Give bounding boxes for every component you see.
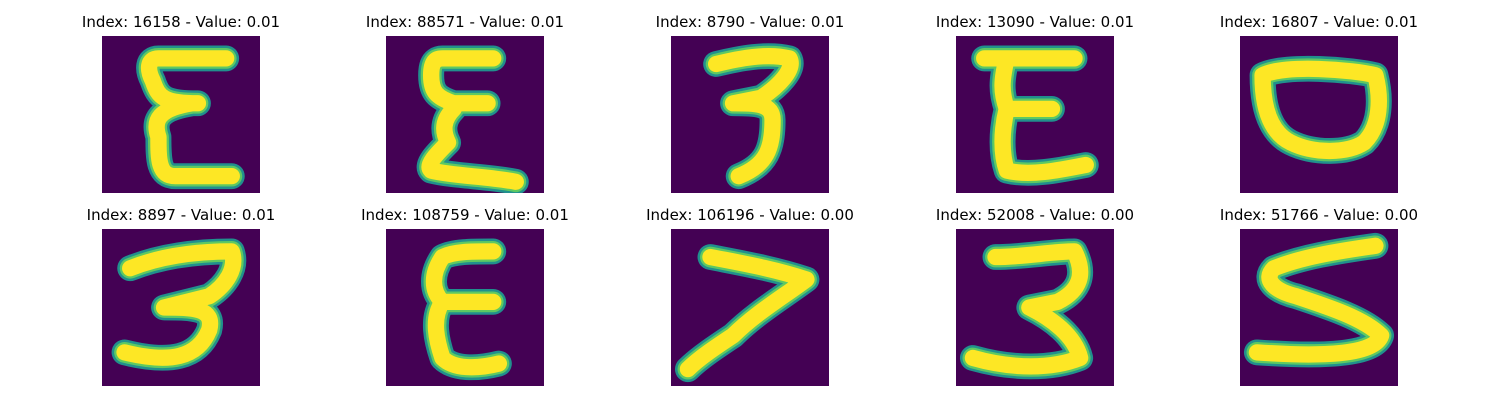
digit-image xyxy=(671,36,829,193)
panel-title: Index: 108759 - Value: 0.01 xyxy=(345,207,585,223)
glyph-e-3 xyxy=(956,36,1114,193)
panel-title: Index: 16807 - Value: 0.01 xyxy=(1199,14,1439,30)
panel-title: Index: 51766 - Value: 0.00 xyxy=(1199,207,1439,223)
panel-8: Index: 106196 - Value: 0.00 xyxy=(630,207,870,392)
panel-6: Index: 8897 - Value: 0.01 xyxy=(61,207,301,392)
glyph-o xyxy=(1240,36,1398,193)
digit-image xyxy=(102,36,260,193)
glyph-5 xyxy=(1240,229,1398,386)
digit-image xyxy=(956,36,1114,193)
panel-title: Index: 13090 - Value: 0.01 xyxy=(915,14,1155,30)
panel-9: Index: 52008 - Value: 0.00 xyxy=(915,207,1155,392)
panel-10: Index: 51766 - Value: 0.00 xyxy=(1199,207,1439,392)
glyph-e-4 xyxy=(386,229,544,386)
glyph-3-2 xyxy=(102,229,260,386)
glyph-e-2 xyxy=(386,36,544,193)
panel-title: Index: 8897 - Value: 0.01 xyxy=(61,207,301,223)
panel-title: Index: 52008 - Value: 0.00 xyxy=(915,207,1155,223)
glyph-3-3 xyxy=(956,229,1114,386)
panel-title: Index: 8790 - Value: 0.01 xyxy=(630,14,870,30)
digit-image xyxy=(386,36,544,193)
panel-title: Index: 106196 - Value: 0.00 xyxy=(630,207,870,223)
panel-5: Index: 16807 - Value: 0.01 xyxy=(1199,14,1439,199)
digit-image xyxy=(671,229,829,386)
panel-1: Index: 16158 - Value: 0.01 xyxy=(61,14,301,199)
digit-image xyxy=(102,229,260,386)
digit-image xyxy=(386,229,544,386)
panel-3: Index: 8790 - Value: 0.01 xyxy=(630,14,870,199)
digit-image xyxy=(1240,36,1398,193)
glyph-7 xyxy=(671,229,829,386)
digit-image xyxy=(956,229,1114,386)
glyph-3-1 xyxy=(671,36,829,193)
glyph-e-1 xyxy=(102,36,260,193)
panel-2: Index: 88571 - Value: 0.01 xyxy=(345,14,585,199)
panel-title: Index: 16158 - Value: 0.01 xyxy=(61,14,301,30)
digit-image xyxy=(1240,229,1398,386)
panel-7: Index: 108759 - Value: 0.01 xyxy=(345,207,585,392)
panel-title: Index: 88571 - Value: 0.01 xyxy=(345,14,585,30)
panel-4: Index: 13090 - Value: 0.01 xyxy=(915,14,1155,199)
